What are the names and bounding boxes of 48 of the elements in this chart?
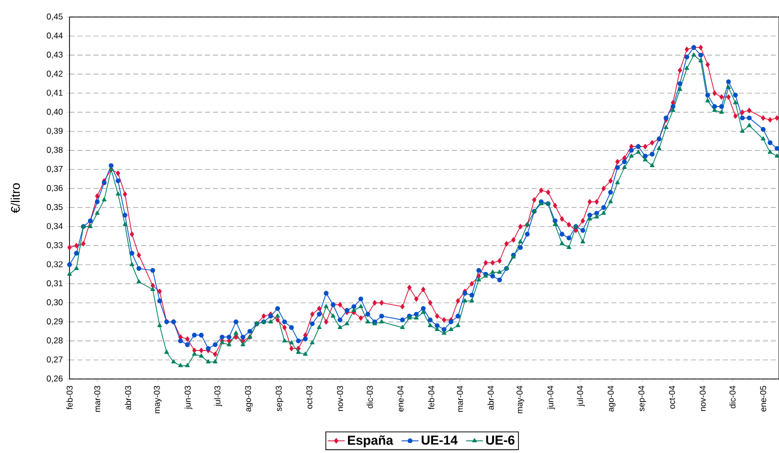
y-tick-label: 0,43: [46, 52, 63, 59]
y-tick-label: 0,40: [46, 108, 63, 116]
x-tick-label: ene-04: [397, 386, 404, 412]
x-tick-label: ago-03: [245, 386, 253, 412]
x-tick-label: sep-03: [276, 386, 284, 412]
y-tick-label: 0,37: [46, 166, 63, 173]
y-tick-label: 0,34: [46, 223, 63, 230]
x-tick-label: ene-05: [760, 386, 766, 412]
x-tick-label: abr-04: [488, 386, 494, 410]
x-tick-label: feb-03: [66, 386, 73, 410]
y-tick-label: 0,31: [46, 280, 63, 288]
x-tick-label: abr-03: [124, 386, 132, 410]
y-tick-label: 0,39: [46, 128, 63, 135]
x-tick-label: jul-04: [576, 386, 585, 406]
y-tick-label: 0,28: [46, 337, 63, 344]
y-tick-label: 0,33: [46, 242, 63, 250]
x-tick-label: may-03: [154, 386, 162, 414]
x-tick-label: nov-04: [700, 386, 706, 411]
x-tick-label: mar-04: [456, 386, 463, 412]
x-tick-label: oct-04: [669, 386, 675, 409]
x-tick-label: jun-03: [184, 386, 192, 410]
y-tick-label: 0,29: [46, 318, 63, 326]
legend-label: UE-6: [486, 436, 514, 445]
y-tick-label: 0,27: [46, 356, 63, 364]
x-tick-label: oct-03: [306, 386, 312, 409]
x-tick-label: may-04: [516, 386, 524, 414]
x-tick-label: feb-04: [428, 386, 434, 410]
x-tick-label: jul-03: [214, 386, 222, 406]
y-tick-label: 0,32: [46, 261, 63, 268]
x-tick-label: ago-04: [608, 386, 616, 412]
x-tick-label: mar-03: [94, 386, 100, 412]
y-tick-label: 0,35: [46, 204, 63, 212]
x-tick-label: dic-03: [366, 386, 373, 408]
x-tick-label: nov-03: [337, 386, 344, 411]
legend-label: UE-14: [422, 436, 458, 445]
y-tick-label: 0,38: [46, 146, 63, 154]
y-tick-label: 0,42: [46, 70, 63, 78]
legend-label: España: [348, 435, 394, 448]
y-tick-label: 0,30: [46, 299, 63, 306]
y-tick-label: 0,41: [46, 90, 63, 97]
x-tick-label: jun-04: [547, 386, 556, 410]
x-tick-label: dic-04: [729, 386, 736, 408]
x-tick-label: sep-04: [638, 386, 646, 412]
y-tick-label: 0,36: [46, 184, 63, 192]
y-axis-title: €/litro: [10, 183, 20, 214]
y-tick-label: 0,26: [46, 376, 63, 382]
y-tick-label: 0,44: [46, 32, 63, 40]
y-tick-label: 0,45: [46, 14, 63, 20]
